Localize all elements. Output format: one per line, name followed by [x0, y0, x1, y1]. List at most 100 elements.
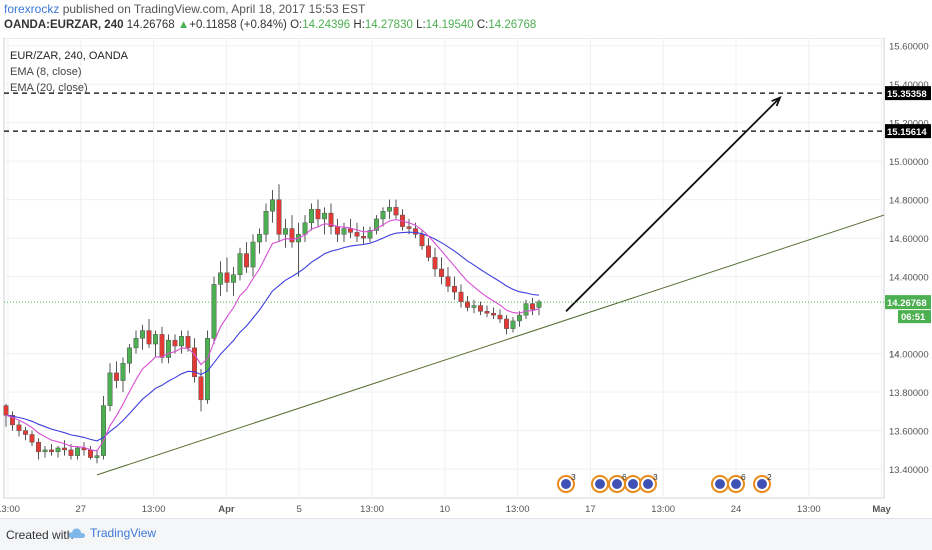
candle-body — [68, 449, 74, 456]
candle-body — [250, 241, 256, 268]
candle-body — [218, 272, 223, 285]
event-badge-flag — [643, 479, 653, 489]
candle-body — [120, 363, 126, 381]
current-price-label: 14.26768 — [887, 298, 927, 309]
candle-body — [127, 347, 132, 364]
candle-body — [198, 376, 204, 401]
candle-body — [341, 228, 347, 235]
tradingview-link[interactable]: TradingView — [68, 526, 156, 540]
event-badge-icon[interactable] — [711, 475, 729, 493]
candle-body — [270, 199, 275, 212]
candle-body — [257, 234, 262, 243]
candle-body — [504, 318, 509, 329]
time-tick-label: Apr — [218, 504, 235, 515]
candle-body — [393, 207, 399, 216]
candle-body — [419, 234, 425, 247]
event-badge-flag — [595, 479, 605, 489]
candle-body — [192, 347, 197, 377]
event-badge-icon[interactable] — [624, 475, 642, 493]
event-badge-icon[interactable]: 3 — [557, 472, 576, 493]
projection-arrow — [565, 97, 781, 312]
candle-body — [413, 228, 418, 235]
low-value: 14.19540 — [425, 19, 474, 31]
chart-legend: EUR/ZAR, 240, OANDA EMA (8, close) EMA (… — [10, 48, 128, 96]
cloud-icon — [68, 528, 85, 538]
close-value: 14.26768 — [488, 19, 537, 31]
candle-body — [361, 235, 366, 239]
candle-body — [29, 434, 35, 443]
author-link[interactable]: forexrockz — [4, 2, 60, 16]
level-tag-label: 15.35358 — [887, 89, 927, 100]
price-tick-label: 15.40000 — [889, 80, 929, 91]
candle-body — [283, 228, 288, 235]
candle-body — [426, 245, 431, 258]
event-badge-flag — [561, 479, 571, 489]
candle-body — [237, 253, 243, 275]
plot-frame — [3, 37, 885, 499]
price-tick-label: 14.40000 — [889, 273, 929, 284]
candle-body — [107, 372, 113, 406]
candle-body — [3, 405, 9, 416]
time-tick-label: 13:00 — [142, 504, 166, 515]
event-badge-count: 6 — [622, 472, 627, 482]
time-tick-label: 24 — [731, 504, 742, 515]
symbol-label: OANDA:EURZAR, 240 — [4, 19, 124, 31]
price-tick-label: 15.60000 — [889, 42, 929, 53]
event-badge-flag — [628, 479, 638, 489]
candle-body — [42, 449, 48, 453]
published-text: published on TradingView.com, April 18, … — [62, 2, 366, 16]
candle-body — [166, 339, 171, 358]
time-tick-label: 13:00 — [506, 504, 530, 515]
time-tick-label: 13:00 — [360, 504, 384, 515]
created-with-text: Created with — [6, 528, 74, 542]
candle-body — [523, 303, 529, 316]
time-tick-label: 5 — [297, 504, 302, 515]
current-price-tag — [885, 295, 931, 310]
price-tick-label: 14 — [889, 350, 900, 361]
event-badge-icon[interactable] — [591, 475, 609, 493]
candle-body — [263, 210, 269, 235]
last-price: 14.26768 — [126, 19, 175, 31]
candle-body — [484, 311, 490, 314]
event-badge-icon[interactable]: 2 — [753, 472, 772, 493]
time-tick-label: 27 — [76, 504, 87, 515]
legend-ema20[interactable]: EMA (20, close) — [10, 82, 88, 94]
price-chart[interactable]: 15.6000015.4000015.2000015.0000014.80000… — [0, 37, 932, 518]
event-badge-icon[interactable]: 6 — [727, 472, 746, 493]
candle-body — [458, 291, 464, 302]
candle-body — [172, 339, 178, 347]
time-tick-label: 13:00 — [651, 504, 675, 515]
change-value: +0.11858 (+0.84%) — [189, 19, 287, 31]
time-tick-label: 13:00 — [0, 504, 20, 515]
candle-body — [114, 372, 119, 381]
candle-body — [159, 334, 165, 358]
event-badge-flag — [612, 479, 622, 489]
footer: Created with TradingView — [0, 518, 932, 550]
legend-ema8[interactable]: EMA (8, close) — [10, 66, 82, 78]
event-badge-icon[interactable]: 3 — [639, 472, 658, 493]
candle-body — [211, 284, 217, 339]
ema20-line — [5, 231, 540, 442]
brand-label: TradingView — [90, 526, 157, 540]
event-badge-count: 3 — [571, 472, 576, 482]
candle-body — [75, 447, 80, 456]
candle-body — [471, 305, 477, 308]
candle-body — [23, 430, 28, 435]
candle-body — [335, 226, 340, 235]
candle-body — [367, 230, 373, 239]
ema8-line — [5, 219, 540, 452]
level-tag — [885, 124, 931, 139]
price-tick-label: 13.40000 — [889, 465, 929, 476]
arrow-head-icon — [771, 96, 782, 107]
candle-body — [185, 336, 191, 349]
countdown-tag — [898, 310, 931, 324]
candle-body — [140, 330, 145, 339]
close-label: C: — [476, 19, 489, 31]
trend-line — [96, 214, 885, 476]
legend-title: EUR/ZAR, 240, OANDA — [10, 50, 128, 62]
chart-area[interactable]: 15.6000015.4000015.2000015.0000014.80000… — [0, 37, 932, 518]
candle-body — [445, 276, 451, 287]
candle-body — [406, 226, 412, 229]
candle-body — [224, 272, 230, 283]
candle-body — [36, 441, 41, 453]
